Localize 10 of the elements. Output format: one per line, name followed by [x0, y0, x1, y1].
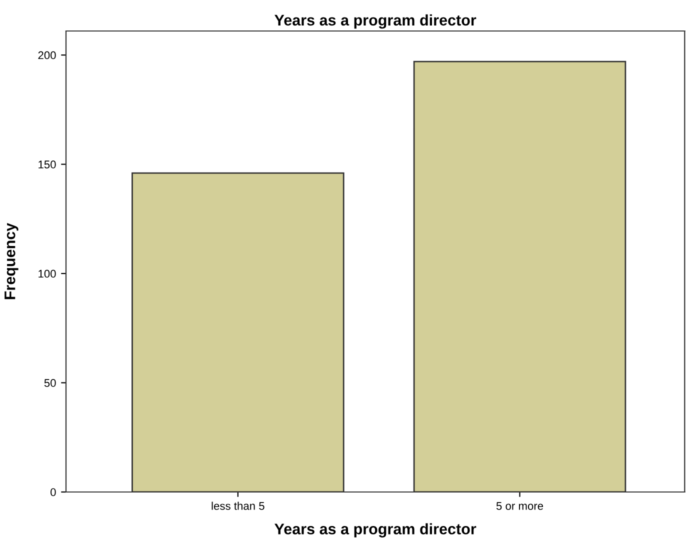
x-tick-label: 5 or more [496, 502, 544, 510]
x-axis-title: Years as a program director [274, 523, 476, 538]
y-tick-label: 0 [50, 488, 56, 496]
y-tick-label: 50 [44, 379, 56, 387]
x-tick-label: less than 5 [212, 502, 264, 510]
y-tick-label: 150 [38, 160, 56, 168]
y-tick-label: 100 [38, 270, 56, 278]
chart-title: Years as a program director [274, 14, 476, 29]
y-axis-title: Frequency [4, 222, 18, 300]
y-tick-label: 200 [38, 51, 56, 60]
